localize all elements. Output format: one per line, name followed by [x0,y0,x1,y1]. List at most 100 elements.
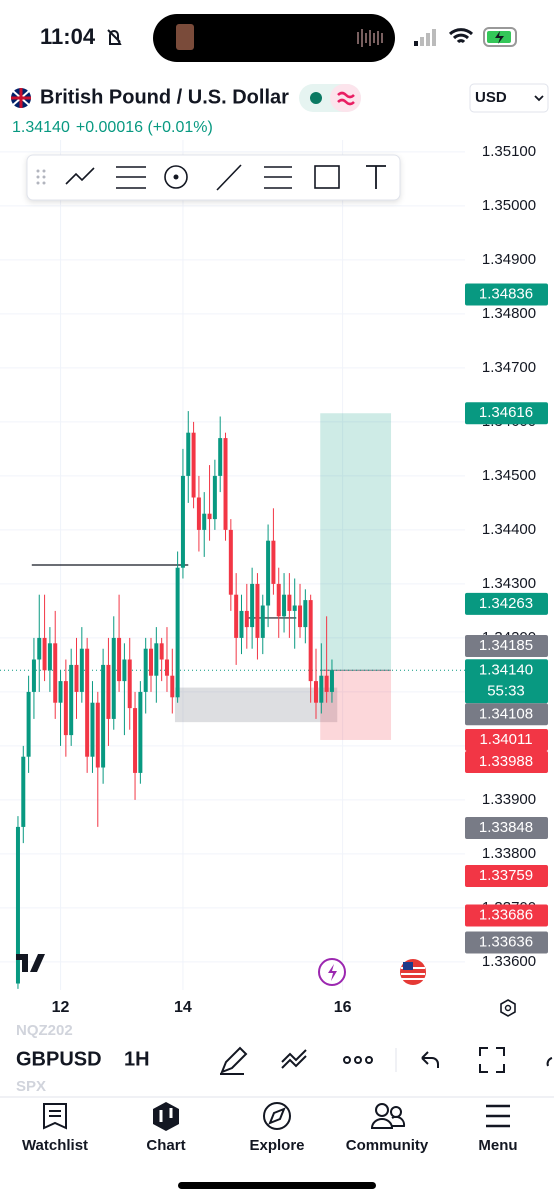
candle-body [191,432,196,498]
settings-icon[interactable] [500,999,516,1017]
circle-tool[interactable] [164,165,188,189]
countdown: 55:33 [487,682,525,699]
candle-body [15,826,20,984]
indicators-button[interactable] [281,1049,307,1069]
price-badge-label: 1.34140 [479,661,533,678]
tab-label[interactable]: Chart [146,1137,185,1154]
candle-body [202,513,207,530]
candle-body [111,637,116,719]
circle-tool-center [173,174,179,180]
next-symbol[interactable]: SPX [16,1078,46,1095]
flag-canton [403,962,413,970]
candle-body [85,648,90,757]
interval[interactable]: 1H [124,1048,150,1070]
candle-body [329,670,334,692]
candle-body [143,648,148,692]
candle-body [58,681,63,703]
silent-icon [107,29,122,45]
price-badge [465,283,548,306]
candle-body [117,637,122,682]
more-button[interactable] [343,1056,373,1064]
position-tool[interactable] [264,166,292,189]
candle-body [255,583,260,638]
y-tick-label: 1.35100 [482,143,536,160]
price-line: 1.34140 +0.00016 (+0.01%) [12,119,213,136]
y-tick-label: 1.35000 [482,197,536,214]
prev-symbol[interactable]: NQZ202 [16,1022,73,1039]
draw-button[interactable] [220,1046,248,1075]
candle-body [127,659,132,709]
candle-body [207,513,212,520]
home-indicator [178,1182,376,1189]
price-badge-label: 1.33988 [479,753,533,770]
candle-body [79,648,84,692]
trend-tool[interactable] [65,167,95,185]
status-time: 11:04 [40,24,96,49]
tab-label[interactable]: Community [346,1137,429,1154]
y-tick-label: 1.34900 [482,251,536,268]
fib-tool[interactable] [116,166,146,189]
candle-body [63,681,68,736]
events-bolt [328,964,337,981]
text-tool[interactable] [366,165,386,189]
candle-body [164,659,169,676]
symbol[interactable]: GBPUSD [16,1048,102,1070]
candle-body [319,675,324,703]
charging-icon [495,31,504,44]
explore-icon[interactable] [263,1102,291,1130]
drawing-toolbar [26,154,401,201]
menu-icon[interactable] [486,1104,510,1128]
candle-body [282,594,287,617]
watchlist-icon[interactable] [43,1103,67,1130]
community-icon[interactable] [370,1103,406,1129]
candle-body [106,664,111,719]
price-badge-label: 1.34263 [479,595,533,612]
price-badge-label: 1.34185 [479,637,533,654]
price-badge-label: 1.33759 [479,867,533,884]
price-badge [465,931,548,954]
y-tick-label: 1.34700 [482,359,536,376]
tab-label[interactable]: Watchlist [22,1137,88,1154]
candle-body [244,610,249,628]
candle-body [298,605,303,628]
line-tool[interactable] [216,164,242,191]
price-badge-label: 1.33848 [479,819,533,836]
status-pill-right [330,84,361,112]
candle-body [212,475,217,520]
y-tick-label: 1.33800 [482,845,536,862]
price-badge [465,592,548,615]
candle-body [133,708,138,773]
tab-label[interactable]: Menu [478,1137,517,1154]
tab-label[interactable]: Explore [249,1137,304,1154]
position-target-zone [320,413,392,671]
currency-select[interactable] [469,83,549,113]
rect-tool[interactable] [314,165,340,189]
y-tick-label: 1.34500 [482,467,536,484]
price-badge [465,816,548,839]
signal-icon [414,29,436,46]
market-open-dot [310,92,322,104]
price-change: +0.00016 (+0.01%) [76,119,213,136]
price-badge-label: 1.34836 [479,285,533,302]
y-tick-label: 1.33900 [482,791,536,808]
undo-button[interactable] [421,1051,439,1068]
fullscreen-button[interactable] [479,1047,505,1073]
price-badge [465,402,548,425]
candle-body [53,643,58,703]
candle-body [159,643,164,660]
candle-body [324,675,329,692]
currency: USD [475,89,507,106]
candle-body [31,659,36,692]
y-tick-label: 1.34400 [482,521,536,538]
price-badge-label: 1.34011 [479,731,532,748]
dropdown-arrow [534,95,544,102]
x-tick-label: 12 [52,999,70,1016]
candle-body [186,432,191,476]
candle-body [287,594,292,611]
island-thumb [176,24,194,50]
price-badge-label: 1.33636 [479,933,533,950]
wifi-icon [448,28,474,44]
candle-body [90,702,95,757]
candle-body [95,702,100,768]
